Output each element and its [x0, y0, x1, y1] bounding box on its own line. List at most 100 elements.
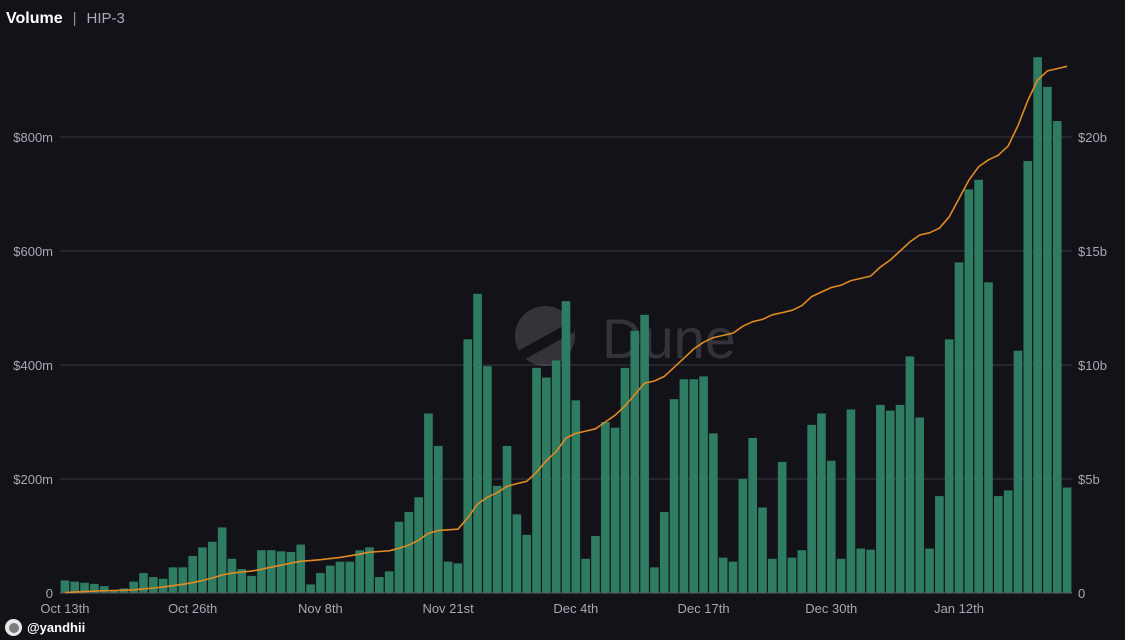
volume-bar: [600, 422, 610, 593]
volume-bar: [640, 314, 649, 593]
volume-bar: [522, 534, 532, 593]
volume-bar: [1052, 121, 1062, 593]
volume-bar: [375, 577, 384, 593]
volume-bar: [571, 400, 581, 593]
volume-bar: [404, 512, 414, 593]
volume-bar: [345, 561, 355, 593]
x-tick-label: Dec 4th: [553, 601, 598, 616]
volume-bar: [198, 547, 207, 593]
x-tick-label: Oct 26th: [168, 601, 217, 616]
volume-bar: [1003, 490, 1013, 593]
volume-bar: [502, 445, 512, 593]
volume-bar: [207, 541, 217, 593]
volume-bar: [257, 550, 266, 593]
volume-bar: [620, 367, 630, 593]
volume-bar: [679, 379, 689, 593]
volume-bar: [817, 413, 826, 593]
volume-bar: [1062, 487, 1072, 593]
volume-bar: [915, 417, 925, 593]
volume-bar: [984, 282, 993, 593]
volume-bar: [669, 399, 679, 593]
volume-bar: [1023, 160, 1033, 593]
volume-bar: [718, 557, 728, 593]
y-left-tick-label: $600m: [13, 244, 53, 259]
volume-bar: [139, 573, 148, 593]
volume-bar: [80, 582, 89, 593]
volume-bar: [109, 590, 119, 593]
chart-header: Volume | HIP-3: [6, 10, 125, 32]
y-right-tick-label: $20b: [1078, 130, 1107, 145]
volume-bar: [610, 427, 620, 593]
volume-bar: [954, 262, 964, 593]
volume-bar: [512, 514, 522, 593]
x-tick-label: Oct 13th: [40, 601, 89, 616]
volume-bar: [748, 437, 757, 593]
volume-bar: [551, 360, 561, 593]
volume-bar: [974, 179, 983, 593]
footer: @yandhii: [5, 619, 85, 636]
volume-bar: [365, 547, 374, 593]
volume-bar: [1043, 86, 1052, 593]
volume-bar: [836, 558, 846, 593]
volume-bar: [846, 409, 856, 593]
volume-bar: [266, 550, 276, 593]
volume-bar: [1013, 350, 1023, 593]
volume-bar: [807, 424, 816, 593]
volume-bar: [797, 550, 807, 593]
volume-bar: [738, 479, 748, 593]
y-right-tick-label: 0: [1078, 586, 1085, 601]
volume-bar: [492, 485, 502, 593]
volume-bar: [483, 366, 492, 593]
volume-bar: [168, 567, 178, 593]
y-right-tick-label: $15b: [1078, 244, 1107, 259]
volume-bar: [296, 544, 306, 593]
volume-bar: [581, 558, 590, 593]
volume-bar: [414, 497, 423, 593]
volume-bar: [728, 561, 738, 593]
dune-watermark: Dune: [515, 306, 736, 370]
volume-bar: [866, 549, 875, 593]
volume-bar: [60, 580, 70, 593]
volume-bar: [709, 433, 718, 593]
volume-bar: [944, 339, 954, 593]
volume-bar: [758, 507, 767, 593]
volume-bar: [630, 330, 640, 593]
volume-bar: [768, 558, 777, 593]
volume-bar: [591, 536, 600, 593]
volume-bar: [70, 581, 80, 593]
volume-bar: [542, 377, 551, 593]
volume-bar: [993, 496, 1003, 593]
chart-subtitle: HIP-3: [86, 10, 125, 27]
volume-bar: [463, 339, 473, 593]
volume-bar: [443, 561, 453, 593]
volume-bar: [149, 577, 158, 593]
volume-bar: [394, 521, 404, 593]
x-tick-label: Jan 12th: [934, 601, 984, 616]
volume-bar: [1033, 57, 1042, 593]
avatar-icon: [5, 619, 22, 636]
cumulative-volume-line: [64, 65, 1068, 594]
volume-bar: [90, 583, 99, 593]
volume-bar: [306, 584, 315, 593]
volume-bar: [777, 461, 787, 593]
volume-bar: [650, 567, 659, 593]
svg-text:Dune: Dune: [602, 307, 736, 370]
volume-bar: [433, 445, 443, 593]
volume-bar: [247, 575, 256, 593]
volume-bar: [689, 379, 699, 593]
y-left-tick-label: $800m: [13, 130, 53, 145]
volume-bar: [237, 569, 247, 593]
volume-bar: [699, 376, 708, 593]
author-handle: @yandhii: [27, 620, 86, 635]
volume-bar: [964, 189, 974, 593]
x-tick-label: Nov 21st: [422, 601, 474, 616]
chart-title: Volume: [6, 10, 63, 27]
volume-bar: [876, 404, 885, 593]
volume-bar: [178, 567, 188, 593]
volume-bar: [532, 367, 541, 593]
volume-bar: [905, 356, 915, 593]
y-left-tick-label: $200m: [13, 472, 53, 487]
volume-bar: [99, 586, 109, 593]
volume-bar: [158, 578, 168, 593]
